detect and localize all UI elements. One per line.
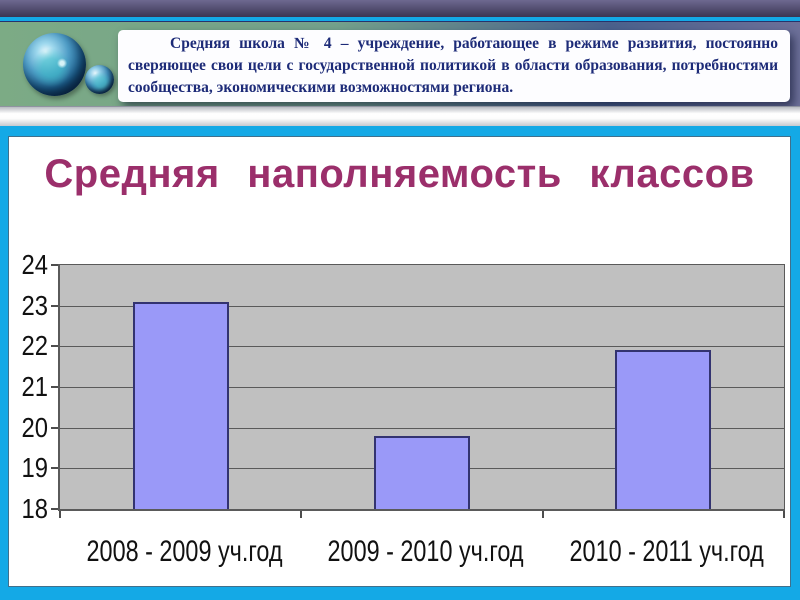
plot-area	[58, 264, 785, 511]
y-axis-label: 19	[21, 452, 48, 484]
header-paragraph: Средняя школа № 4 – учреждение, работающ…	[128, 35, 778, 96]
x-axis-label: 2009 - 2010 уч.год	[327, 535, 524, 568]
chart-title: Средняя наполняемость классов	[44, 152, 755, 196]
y-axis-label: 18	[21, 493, 48, 524]
bar	[615, 350, 712, 509]
y-axis-tick	[51, 467, 58, 470]
y-axis-tick	[51, 345, 58, 348]
y-axis-tick	[51, 304, 58, 307]
bar	[132, 301, 229, 509]
y-axis-label: 20	[21, 411, 48, 443]
header-text-box: Средняя школа № 4 – учреждение, работающ…	[118, 30, 790, 102]
gridline	[60, 427, 784, 429]
chart-panel: Средняя наполняемость классов 18 19 20 21 22…	[8, 136, 791, 587]
y-axis-tick	[51, 426, 58, 429]
y-axis-label: 22	[21, 330, 48, 362]
content-frame: Средняя наполняемость классов 18 19 20 21 22…	[0, 126, 800, 600]
x-axis-tick	[300, 511, 303, 518]
bar	[374, 435, 470, 509]
x-axis-label: 2008 - 2009 уч.год	[86, 535, 283, 568]
x-axis-tick	[783, 511, 785, 518]
y-axis-label: 24	[21, 249, 48, 280]
top-decorative-bar	[0, 0, 800, 17]
y-axis-tick	[51, 508, 58, 510]
y-axis-label: 23	[21, 289, 48, 321]
x-axis-tick	[59, 511, 61, 518]
glossy-sphere-icon	[85, 65, 114, 94]
header-band: Средняя школа № 4 – учреждение, работающ…	[0, 22, 800, 106]
y-axis-tick	[51, 264, 58, 266]
y-axis-tick	[51, 386, 58, 388]
accent-divider	[0, 17, 800, 22]
y-axis-label: 21	[21, 371, 48, 402]
x-axis-tick	[541, 511, 544, 518]
gridline	[60, 387, 784, 388]
x-axis-label: 2010 - 2011 уч.год	[569, 535, 764, 568]
gridline	[60, 346, 784, 348]
gridline	[60, 305, 784, 307]
glossy-sphere-icon	[23, 33, 86, 96]
bevel-divider	[0, 106, 800, 126]
